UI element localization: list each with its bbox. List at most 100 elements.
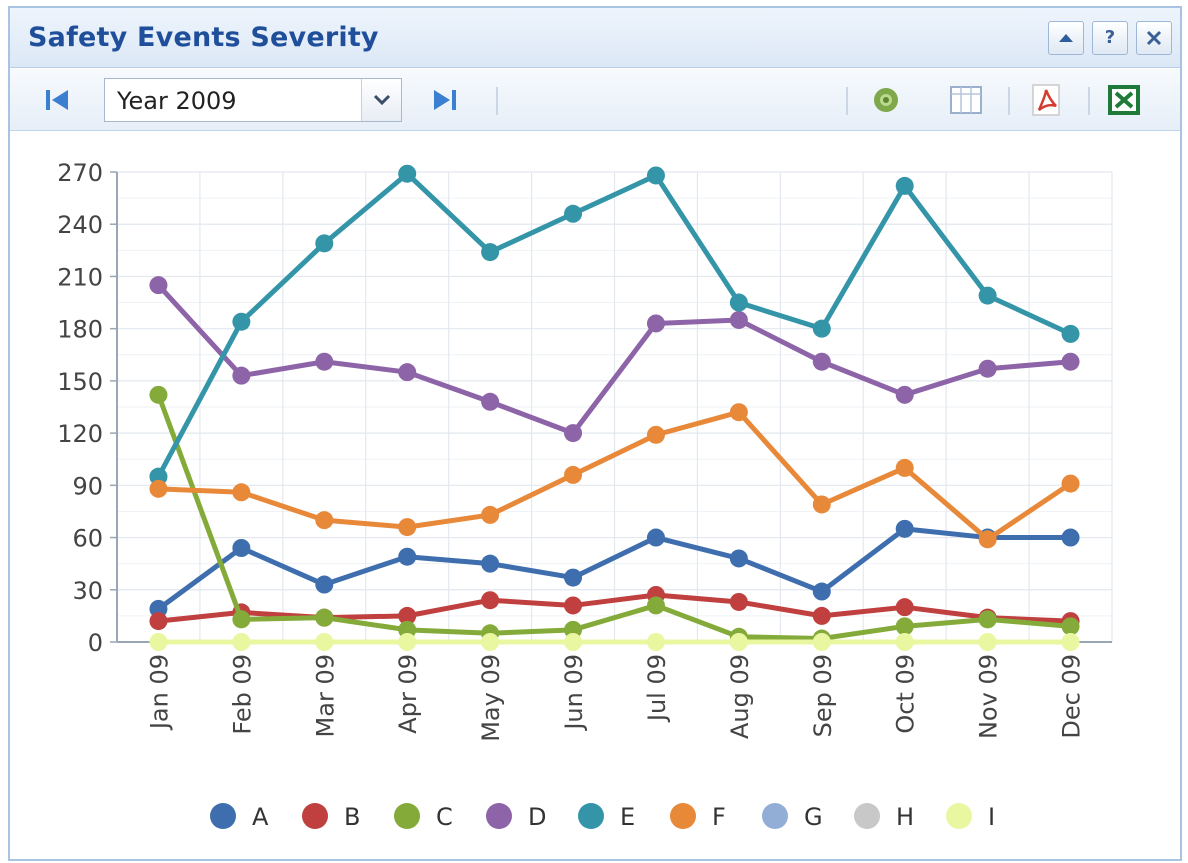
data-point-A [1061,528,1080,547]
data-point-A [564,568,583,587]
chart-settings-icon [874,88,898,112]
pdf-export-button[interactable] [1026,81,1066,119]
collapse-button[interactable] [1048,21,1084,55]
data-point-D [895,385,914,404]
first-period-icon [46,90,68,110]
help-button[interactable]: ? [1092,21,1128,55]
collapse-icon [1059,34,1073,42]
data-point-A [895,519,914,538]
data-point-E [978,286,997,305]
excel-export-button[interactable] [1104,81,1144,119]
data-point-C [232,610,251,629]
x-tick-label: Mar 09 [311,654,339,737]
data-point-D [232,366,251,385]
data-point-C [315,608,334,627]
data-point-F [1061,474,1080,493]
data-point-E [564,204,583,223]
data-point-F [564,465,583,484]
period-dropdown-button[interactable] [361,79,401,121]
legend-swatch-D [486,803,512,829]
panel-title: Safety Events Severity [28,22,379,53]
period-select[interactable]: Year 2009 [104,78,402,122]
y-tick-label: 0 [88,629,103,657]
data-point-F [398,518,417,537]
x-tick-label: Sep 09 [809,654,837,737]
data-point-D [315,352,334,371]
excel-export-icon [1108,85,1140,115]
pdf-export-icon [1032,84,1060,116]
legend-label-I: I [988,803,995,831]
data-point-D [978,359,997,378]
y-tick-label: 30 [72,577,103,605]
legend-swatch-I [946,803,972,829]
y-tick-label: 120 [57,420,103,448]
legend-swatch-B [302,803,328,829]
data-point-F [978,530,997,549]
legend-label-C: C [436,803,453,831]
data-point-E [481,243,500,262]
data-point-I [812,633,831,651]
grid-view-icon [950,86,982,114]
series-line-D [155,282,1074,436]
data-point-A [232,539,251,557]
x-tick-label: Jun 09 [560,654,588,732]
data-point-A [398,547,417,566]
data-point-D [481,392,500,411]
data-point-I [315,633,334,651]
y-tick-label: 240 [57,211,103,239]
close-button[interactable] [1136,21,1172,55]
x-tick-label: Feb 09 [228,654,256,735]
data-point-D [729,310,748,329]
series-line-A [155,526,1074,612]
data-point-B [481,591,500,610]
y-tick-label: 210 [57,263,103,291]
panel-titlebar: Safety Events Severity ? [10,8,1180,68]
close-icon [1146,30,1162,46]
data-point-I [895,633,914,651]
chevron-down-icon [373,94,391,106]
x-tick-label: Dec 09 [1058,654,1086,739]
y-tick-label: 60 [72,525,103,553]
legend-label-F: F [712,803,726,831]
x-tick-label: May 09 [477,654,505,742]
data-point-E [729,293,748,312]
next-period-icon [434,90,456,110]
data-point-I [646,633,665,651]
data-point-B [895,598,914,617]
legend-swatch-H [854,803,880,829]
y-tick-label: 90 [72,472,103,500]
legend-label-H: H [896,803,914,831]
grid-view-button[interactable] [946,81,986,119]
x-tick-label: Nov 09 [975,654,1003,739]
data-point-E [895,176,914,195]
data-point-F [812,495,831,514]
data-point-I [232,633,251,651]
data-point-A [729,549,748,568]
toolbar-separator [846,87,848,115]
x-tick-label: Jul 09 [643,654,671,723]
data-point-D [564,424,583,443]
chart-toolbar: Year 2009 [10,69,1180,131]
data-point-I [149,633,168,651]
data-point-D [812,352,831,371]
y-tick-label: 150 [57,368,103,396]
legend-swatch-E [578,803,604,829]
data-point-C [149,385,168,404]
data-point-F [149,479,168,498]
chart-settings-button[interactable] [866,81,906,119]
data-point-B [812,606,831,625]
y-tick-label: 270 [57,159,103,187]
first-period-button[interactable] [40,83,74,117]
data-point-B [149,612,168,631]
toolbar-separator [1088,87,1090,115]
data-point-I [1061,633,1080,651]
data-point-C [978,610,997,629]
data-point-A [315,575,334,594]
toolbar-separator [1008,87,1010,115]
legend-label-D: D [528,803,546,831]
data-point-E [1061,324,1080,343]
next-period-button[interactable] [428,83,462,117]
data-point-D [398,363,417,382]
x-tick-label: Jan 09 [145,654,173,731]
data-point-E [646,166,665,185]
